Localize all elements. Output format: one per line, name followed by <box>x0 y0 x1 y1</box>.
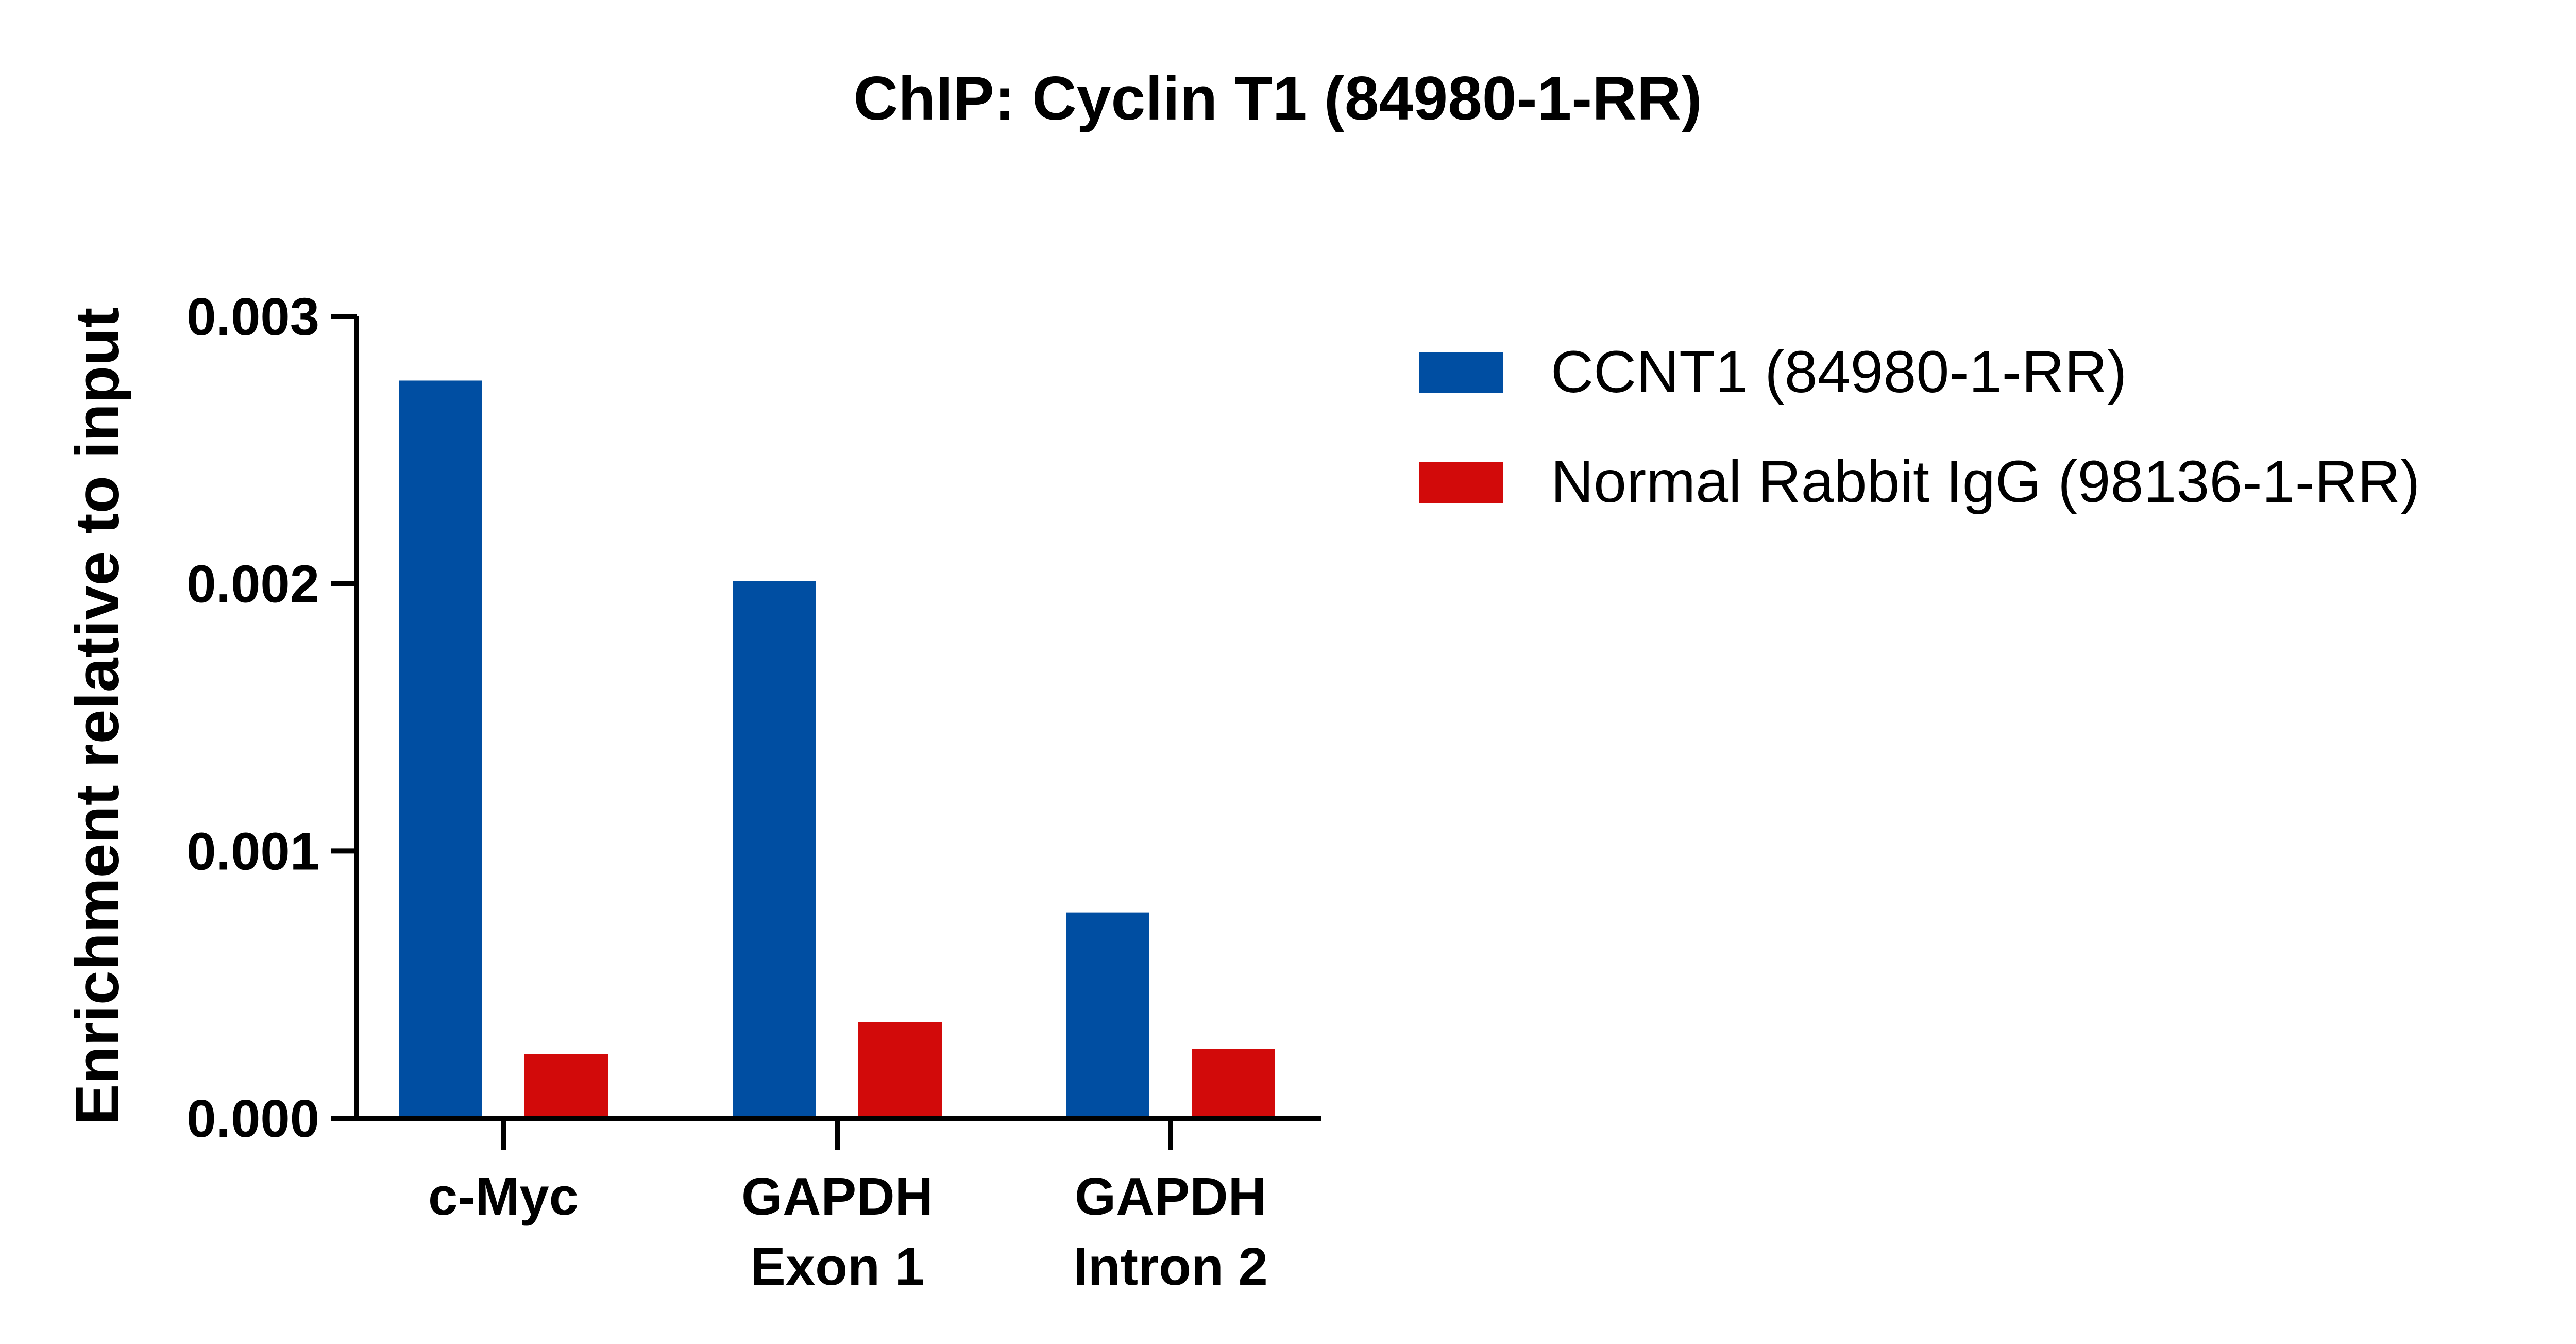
legend-swatch-0 <box>1419 352 1503 393</box>
x-tick-label: c-Myc <box>428 1167 579 1226</box>
legend-label-1: Normal Rabbit IgG (98136-1-RR) <box>1551 449 2420 515</box>
y-axis-label: Enrichment relative to input <box>63 308 132 1125</box>
bar-igg-0 <box>524 1054 608 1118</box>
y-axis-ticks: 0.000 0.001 0.002 0.003 <box>187 287 357 1148</box>
y-tick-label: 0.003 <box>187 287 319 346</box>
x-tick-label: GAPDH <box>741 1167 933 1226</box>
legend: CCNT1 (84980-1-RR) Normal Rabbit IgG (981… <box>1419 339 2420 515</box>
bars <box>399 380 1275 1118</box>
legend-swatch-1 <box>1419 462 1503 503</box>
y-tick-label: 0.000 <box>187 1089 319 1148</box>
x-axis-ticks: c-Myc GAPDH Exon 1 GAPDH Intron 2 <box>428 1118 1268 1296</box>
axes <box>354 316 1321 1121</box>
x-tick-label: Exon 1 <box>750 1237 924 1296</box>
bar-ccnt1-2 <box>1066 912 1149 1118</box>
y-tick-label: 0.001 <box>187 821 319 881</box>
bar-ccnt1-0 <box>399 380 482 1118</box>
bar-igg-2 <box>1192 1049 1275 1118</box>
y-tick-label: 0.002 <box>187 555 319 614</box>
bar-igg-1 <box>858 1022 942 1118</box>
bar-ccnt1-1 <box>733 581 816 1118</box>
legend-label-0: CCNT1 (84980-1-RR) <box>1551 339 2127 405</box>
chart-title: ChIP: Cyclin T1 (84980-1-RR) <box>853 64 1702 133</box>
x-tick-label: Intron 2 <box>1073 1237 1268 1296</box>
x-tick-label: GAPDH <box>1075 1167 1266 1226</box>
